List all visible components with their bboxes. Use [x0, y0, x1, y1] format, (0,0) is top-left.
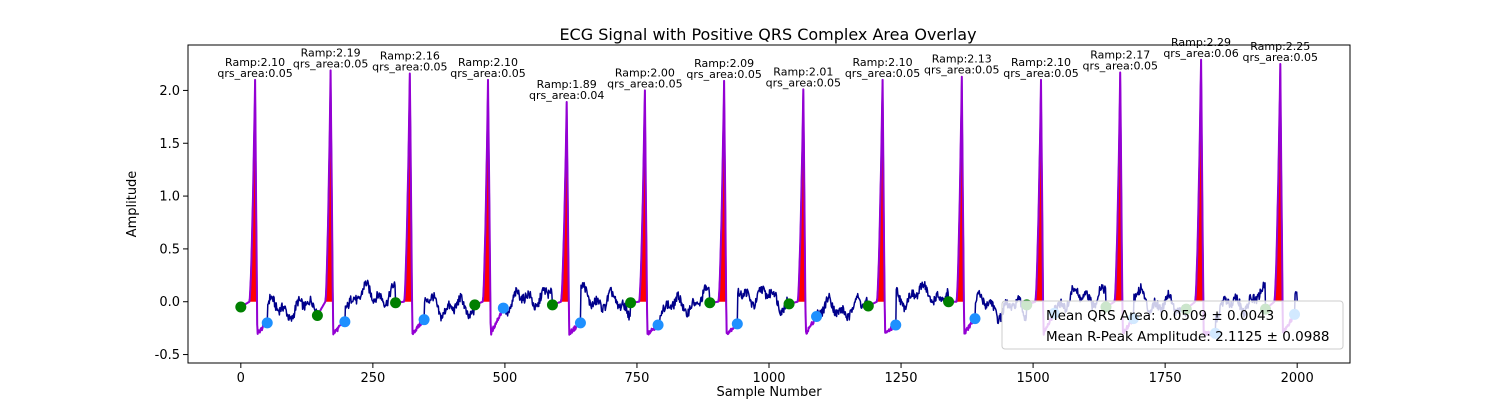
qrs-area-fill [1265, 64, 1295, 302]
qrs-area-fill [630, 90, 659, 302]
x-tick-label: 750 [625, 371, 650, 386]
y-tick-label: 2.0 [159, 84, 180, 99]
r-amplitude-annotation: Ramp:1.89 [537, 78, 597, 91]
s-offset-marker [497, 302, 509, 314]
q-onset-marker [546, 299, 558, 311]
x-tick-label: 2000 [1281, 371, 1314, 386]
qrs-area-annotation: qrs_area:0.05 [1083, 59, 1158, 72]
qrs-area-annotation: qrs_area:0.05 [217, 67, 292, 80]
qrs-area-annotation: qrs_area:0.05 [293, 57, 368, 70]
q-onset-marker [704, 297, 716, 309]
r-amplitude-annotation: Ramp:2.17 [1090, 48, 1150, 61]
x-axis: 0 250 500 750 1000 1250 1500 1750 2000 [237, 363, 1314, 386]
r-amplitude-annotation: Ramp:2.00 [615, 66, 675, 79]
r-amplitude-annotation: Ramp:2.01 [773, 65, 833, 78]
r-amplitude-annotation: Ramp:2.25 [1250, 40, 1310, 53]
qrs-area-annotation: qrs_area:0.05 [607, 77, 682, 90]
s-offset-marker [731, 318, 743, 330]
r-amplitude-annotation: Ramp:2.16 [380, 50, 440, 63]
x-tick-label: 1750 [1149, 371, 1182, 386]
qrs-area-annotation: qrs_area:0.06 [1163, 47, 1238, 60]
r-amplitude-annotation: Ramp:2.10 [1011, 56, 1071, 69]
qrs-area-annotation: qrs_area:0.05 [845, 67, 920, 80]
qrs-area-fill [552, 102, 581, 302]
annotation-layer: Ramp:2.10qrs_area:0.05Ramp:2.19qrs_area:… [217, 36, 1318, 102]
qrs-area-annotation: qrs_area:0.05 [1243, 51, 1318, 64]
y-axis-label: Amplitude [125, 171, 140, 238]
qrs-area-fill [868, 79, 896, 302]
x-tick-label: 0 [237, 371, 245, 386]
plot-area: Ramp:2.10qrs_area:0.05Ramp:2.19qrs_area:… [187, 36, 1351, 364]
y-tick-label: -0.5 [155, 348, 180, 363]
y-tick-label: 1.5 [159, 137, 180, 152]
x-axis-label: Sample Number [716, 385, 822, 400]
legend-entry-mean-qrs-area: Mean QRS Area: 0.0509 ± 0.0043 [1046, 308, 1274, 324]
q-onset-marker [625, 297, 637, 309]
legend-box [1001, 300, 1344, 350]
s-offset-marker [811, 311, 823, 323]
q-onset-marker [943, 296, 955, 308]
qrs-area-fill [789, 89, 817, 302]
q-onset-marker [235, 301, 247, 313]
qrs-area-fill [1026, 79, 1055, 302]
qrs-area-annotation: qrs_area:0.05 [924, 64, 999, 77]
x-tick-label: 500 [492, 371, 517, 386]
s-offset-marker [574, 317, 586, 329]
qrs-area-annotation: qrs_area:0.05 [372, 61, 447, 74]
x-tick-label: 1500 [1017, 371, 1050, 386]
q-onset-marker [311, 309, 323, 321]
legend-entry-mean-r-peak-amplitude: Mean R-Peak Amplitude: 2.1125 ± 0.0988 [1046, 329, 1330, 345]
r-amplitude-annotation: Ramp:2.10 [225, 56, 285, 69]
y-axis: -0.5 0.0 0.5 1.0 1.5 2.0 [155, 84, 188, 363]
qrs-area-fill [395, 73, 425, 302]
qrs-area-fill [1106, 72, 1134, 302]
r-amplitude-annotation: Ramp:2.09 [694, 57, 754, 70]
chart-title: ECG Signal with Positive QRS Complex Are… [559, 25, 976, 44]
legend: Mean QRS Area: 0.0509 ± 0.0043 Mean R-Pe… [1001, 300, 1344, 350]
s-offset-marker [969, 313, 981, 325]
x-tick-label: 250 [360, 371, 385, 386]
qrs-area-annotation: qrs_area:0.05 [1003, 67, 1078, 80]
s-offset-marker [339, 316, 351, 328]
r-amplitude-annotation: Ramp:2.13 [932, 53, 992, 66]
q-onset-marker [469, 299, 481, 311]
s-offset-marker [652, 319, 664, 331]
y-tick-label: 1.0 [159, 190, 180, 205]
qrs-area-fill [1186, 59, 1216, 302]
r-amplitude-annotation: Ramp:2.10 [853, 56, 913, 69]
qrs-area-annotation: qrs_area:0.05 [450, 67, 525, 80]
qrs-area-annotation: qrs_area:0.05 [766, 76, 841, 89]
x-tick-label: 1250 [884, 371, 917, 386]
qrs-segment-line [316, 69, 346, 336]
qrs-area-annotation: qrs_area:0.05 [686, 68, 761, 81]
r-amplitude-annotation: Ramp:2.10 [458, 56, 518, 69]
s-offset-marker [890, 319, 902, 331]
qrs-area-annotation: qrs_area:0.04 [529, 89, 604, 102]
x-tick-label: 1000 [752, 371, 785, 386]
y-tick-label: 0.5 [159, 242, 180, 257]
q-onset-marker [783, 298, 795, 310]
r-amplitude-annotation: Ramp:2.29 [1171, 36, 1231, 49]
qrs-area-fill [709, 80, 738, 302]
s-offset-marker [261, 317, 273, 329]
y-tick-label: 0.0 [159, 295, 180, 310]
q-onset-marker [390, 297, 402, 309]
s-offset-marker [418, 314, 430, 326]
r-amplitude-annotation: Ramp:2.19 [301, 46, 361, 59]
q-onset-marker [862, 300, 874, 312]
